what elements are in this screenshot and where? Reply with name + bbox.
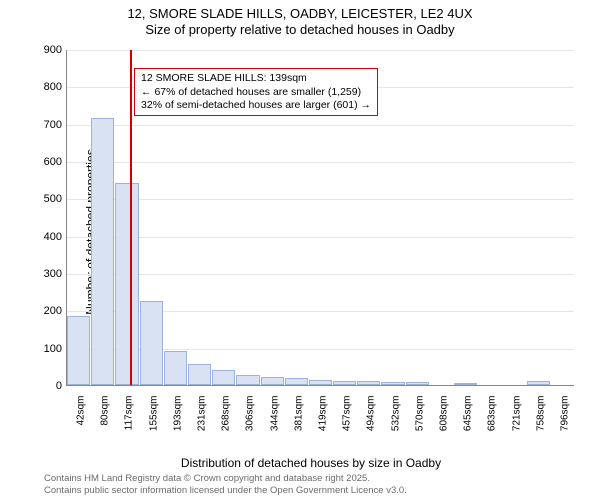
x-tick-label: 721sqm bbox=[511, 396, 522, 432]
x-tick-label: 155sqm bbox=[148, 396, 159, 432]
footer-line-1: Contains HM Land Registry data © Crown c… bbox=[44, 473, 407, 484]
x-tick-label: 608sqm bbox=[438, 396, 449, 432]
x-tick-label: 231sqm bbox=[197, 396, 208, 432]
x-tick-label: 193sqm bbox=[172, 396, 183, 432]
x-tick-label: 117sqm bbox=[124, 396, 135, 431]
x-tick-label: 796sqm bbox=[559, 396, 570, 432]
chart-area: Number of detached properties 12 SMORE S… bbox=[46, 42, 576, 422]
histogram-bar bbox=[357, 381, 380, 385]
histogram-bar bbox=[406, 382, 429, 385]
gridline bbox=[67, 274, 574, 275]
x-tick-label: 80sqm bbox=[100, 396, 111, 426]
y-tick-label: 400 bbox=[32, 231, 62, 243]
histogram-bar bbox=[454, 383, 477, 385]
x-tick-label: 683sqm bbox=[487, 396, 498, 432]
x-tick-label: 306sqm bbox=[245, 396, 256, 432]
y-tick-label: 800 bbox=[32, 81, 62, 93]
x-tick-label: 42sqm bbox=[76, 396, 87, 426]
footer-line-2: Contains public sector information licen… bbox=[44, 485, 407, 496]
x-tick-label: 570sqm bbox=[414, 396, 425, 432]
y-tick-label: 700 bbox=[32, 119, 62, 131]
gridline bbox=[67, 125, 574, 126]
x-axis-label: Distribution of detached houses by size … bbox=[46, 456, 576, 470]
gridline bbox=[67, 162, 574, 163]
x-tick-label: 645sqm bbox=[463, 396, 474, 432]
histogram-bar bbox=[67, 316, 90, 385]
chart-title: 12, SMORE SLADE HILLS, OADBY, LEICESTER,… bbox=[0, 0, 600, 39]
y-tick-label: 600 bbox=[32, 156, 62, 168]
x-tick-label: 758sqm bbox=[535, 396, 546, 432]
histogram-bar bbox=[115, 183, 138, 385]
x-tick-label: 419sqm bbox=[318, 396, 329, 432]
y-tick-label: 300 bbox=[32, 268, 62, 280]
histogram-bar bbox=[285, 378, 308, 385]
histogram-bar bbox=[333, 381, 356, 385]
histogram-bar bbox=[309, 380, 332, 385]
x-tick-label: 457sqm bbox=[342, 396, 353, 432]
x-tick-label: 268sqm bbox=[221, 396, 232, 432]
gridline bbox=[67, 199, 574, 200]
histogram-bar bbox=[381, 382, 404, 385]
histogram-bar bbox=[91, 118, 114, 385]
histogram-bar bbox=[140, 301, 163, 385]
histogram-bar bbox=[261, 377, 284, 385]
histogram-bar bbox=[164, 351, 187, 385]
x-tick-label: 344sqm bbox=[269, 396, 280, 432]
property-marker-line bbox=[130, 50, 132, 385]
gridline bbox=[67, 50, 574, 51]
y-tick-label: 900 bbox=[32, 44, 62, 56]
plot-area: 12 SMORE SLADE HILLS: 139sqm← 67% of det… bbox=[66, 50, 574, 386]
callout-line: ← 67% of detached houses are smaller (1,… bbox=[141, 86, 371, 99]
y-tick-label: 200 bbox=[32, 305, 62, 317]
histogram-bar bbox=[236, 375, 259, 385]
y-tick-label: 500 bbox=[32, 193, 62, 205]
histogram-bar bbox=[212, 370, 235, 385]
x-tick-label: 494sqm bbox=[366, 396, 377, 432]
histogram-bar bbox=[188, 364, 211, 385]
y-tick-label: 100 bbox=[32, 343, 62, 355]
callout-line: 32% of semi-detached houses are larger (… bbox=[141, 99, 371, 112]
x-tick-label: 532sqm bbox=[390, 396, 401, 432]
y-tick-label: 0 bbox=[32, 380, 62, 392]
histogram-bar bbox=[527, 381, 550, 385]
gridline bbox=[67, 237, 574, 238]
callout-line: 12 SMORE SLADE HILLS: 139sqm bbox=[141, 72, 371, 85]
title-line-2: Size of property relative to detached ho… bbox=[0, 22, 600, 38]
x-tick-label: 381sqm bbox=[293, 396, 304, 432]
footer-attribution: Contains HM Land Registry data © Crown c… bbox=[44, 473, 407, 496]
title-line-1: 12, SMORE SLADE HILLS, OADBY, LEICESTER,… bbox=[0, 6, 600, 22]
property-callout: 12 SMORE SLADE HILLS: 139sqm← 67% of det… bbox=[134, 68, 378, 115]
